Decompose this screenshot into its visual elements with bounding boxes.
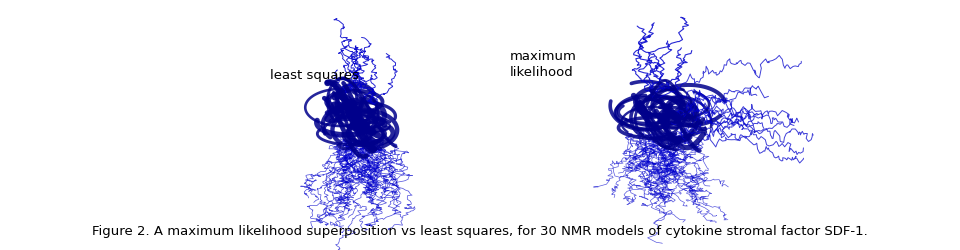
Text: Figure 2. A maximum likelihood superposition vs least squares, for 30 NMR models: Figure 2. A maximum likelihood superposi… [92,226,868,238]
Text: least squares: least squares [270,68,359,82]
Text: maximum
likelihood: maximum likelihood [510,50,577,80]
